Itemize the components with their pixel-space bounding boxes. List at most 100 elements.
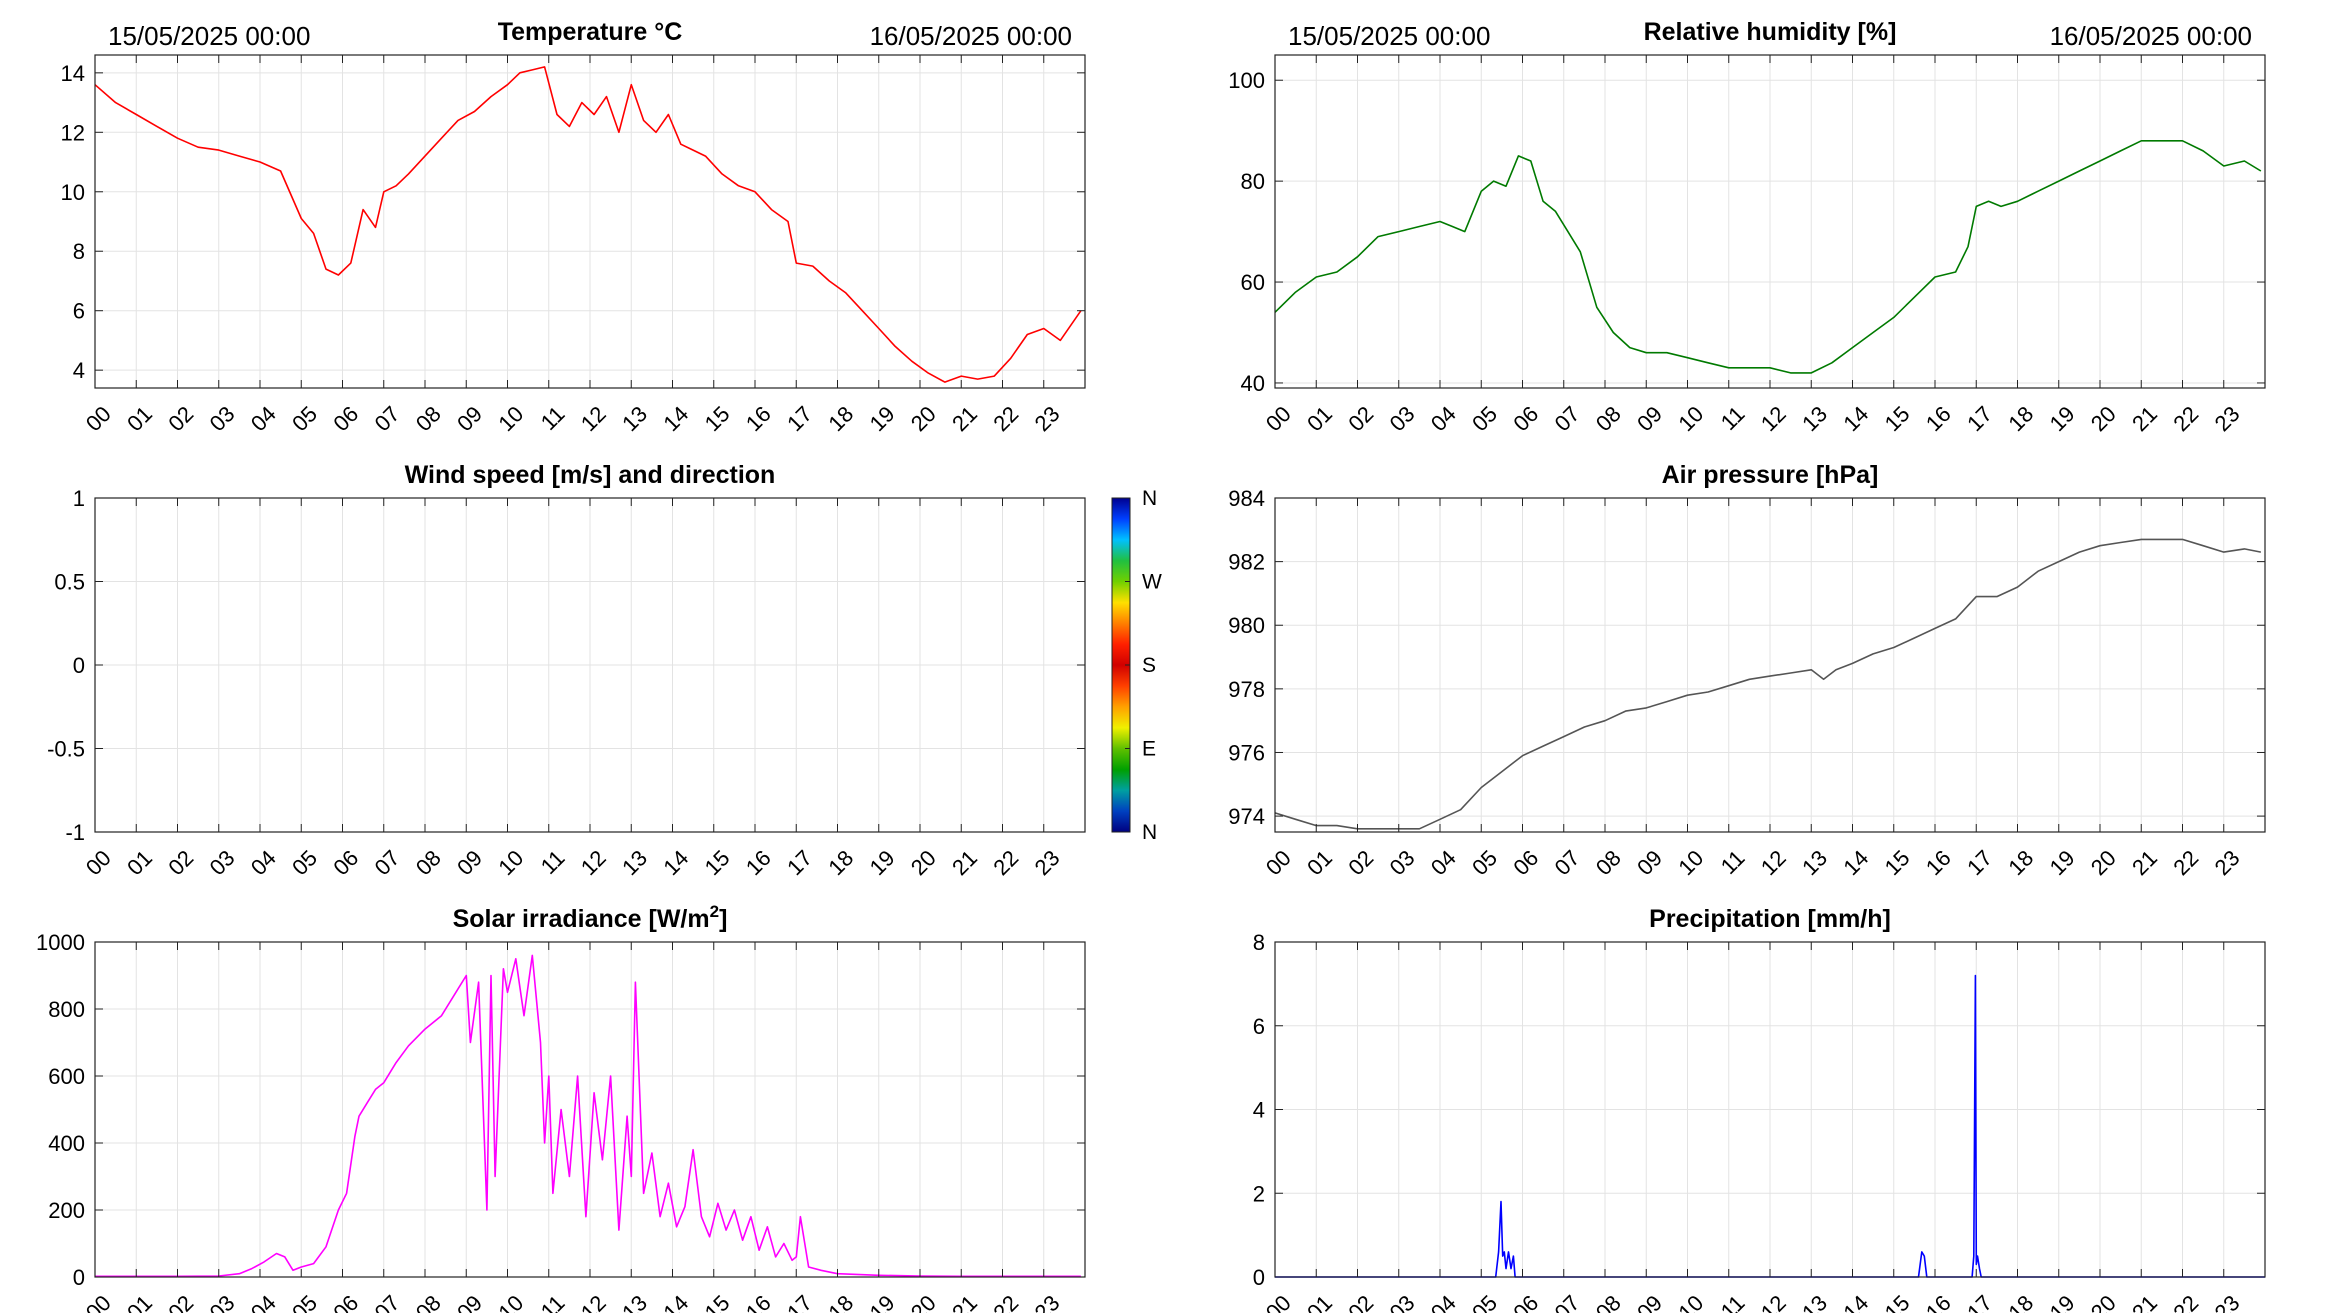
x-tick-label: 02 (163, 1290, 198, 1313)
x-tick-label: 23 (2210, 401, 2245, 436)
x-tick-label: 09 (452, 845, 487, 880)
x-tick-label: 03 (205, 845, 240, 880)
y-tick-label: 0 (1253, 1265, 1265, 1290)
x-tick-label: 13 (1797, 401, 1832, 436)
x-tick-label: 20 (906, 845, 941, 880)
title-text: Temperature °C (498, 18, 683, 46)
x-tick-label: 00 (1261, 1290, 1296, 1313)
x-tick-label: 18 (2003, 845, 2038, 880)
x-tick-label: 04 (246, 401, 281, 436)
x-tick-label: 13 (1797, 845, 1832, 880)
x-tick-label: 07 (370, 401, 405, 436)
x-tick-label: 23 (1030, 401, 1065, 436)
x-tick-label: 15 (700, 845, 735, 880)
x-tick-label: 03 (205, 401, 240, 436)
x-tick-label: 06 (328, 401, 363, 436)
temperature-title: Temperature °C (498, 18, 683, 46)
x-tick-label: 03 (205, 1290, 240, 1313)
x-tick-label: 18 (2003, 401, 2038, 436)
y-tick-label: 974 (1228, 804, 1265, 829)
solar-title: Solar irradiance [W/m2] (453, 902, 728, 933)
y-tick-label: -0.5 (47, 737, 85, 762)
x-tick-label: 22 (2168, 845, 2203, 880)
x-tick-label: 08 (411, 845, 446, 880)
temperature-points (94, 66, 1081, 383)
humidity-grid (1275, 55, 2265, 388)
x-tick-label: 14 (1838, 401, 1873, 436)
x-tick-label: 12 (576, 845, 611, 880)
temperature-grid (95, 55, 1085, 388)
solar-grid (95, 942, 1085, 1277)
y-tick-label: 982 (1228, 550, 1265, 575)
y-tick-label: 0 (73, 1265, 85, 1290)
x-tick-label: 10 (493, 1290, 528, 1313)
x-tick-label: 11 (536, 845, 570, 879)
title-text: Air pressure [hPa] (1662, 461, 1879, 489)
x-tick-label: 07 (370, 1290, 405, 1313)
x-tick-label: 08 (411, 1290, 446, 1313)
x-tick-label: 20 (906, 1290, 941, 1313)
title-text: Precipitation [mm/h] (1649, 905, 1891, 933)
y-tick-label: 100 (1228, 68, 1265, 93)
x-tick-label: 22 (2168, 401, 2203, 436)
x-tick-label: 15 (700, 401, 735, 436)
x-tick-label: 12 (1756, 401, 1791, 436)
x-tick-label: 05 (1467, 845, 1502, 880)
x-tick-label: 12 (1756, 1290, 1791, 1313)
y-tick-label: 10 (61, 180, 85, 205)
title-text: Wind speed [m/s] and direction (405, 461, 776, 489)
x-tick-label: 19 (865, 845, 900, 880)
x-tick-label: 16 (1921, 401, 1956, 436)
y-tick-label: 984 (1228, 486, 1265, 511)
precipitation-grid (1275, 942, 2265, 1277)
x-tick-label: 00 (81, 401, 116, 436)
x-tick-label: 14 (658, 845, 693, 880)
colorbar-label: N (1142, 487, 1157, 510)
x-tick-label: 05 (1467, 1290, 1502, 1313)
x-tick-label: 11 (1716, 845, 1750, 879)
y-tick-label: 200 (48, 1198, 85, 1223)
x-tick-label: 06 (1508, 1290, 1543, 1313)
humidity-title: Relative humidity [%] (1644, 18, 1897, 46)
temperature-series-line (94, 66, 1082, 383)
x-tick-label: 07 (1550, 401, 1585, 436)
x-tick-label: 21 (947, 401, 982, 436)
x-tick-label: 00 (81, 845, 116, 880)
x-tick-label: 09 (1632, 845, 1667, 880)
pressure-series-line (1274, 538, 2262, 830)
x-tick-label: 04 (246, 845, 281, 880)
x-tick-label: 10 (493, 401, 528, 436)
pressure-chart: 974 976 978 980 982 984 00 01 02 03 04 05 06 07 08 09 10… (1228, 461, 2266, 880)
y-tick-label: 14 (61, 61, 85, 86)
humidity-series-line (1274, 140, 2262, 374)
x-tick-label: 15 (1880, 845, 1915, 880)
y-tick-label: 8 (73, 239, 85, 264)
y-tick-label: 800 (48, 997, 85, 1022)
title-text: Relative humidity [%] (1644, 18, 1897, 46)
y-tick-label: 4 (1253, 1098, 1265, 1123)
x-tick-label: 00 (1261, 401, 1296, 436)
x-tick-label: 04 (1426, 845, 1461, 880)
x-tick-label: 23 (1030, 845, 1065, 880)
x-tick-label: 04 (1426, 1290, 1461, 1313)
solar-chart: 0 200 400 600 800 1000 00 01 02 03 04 05 06 07 08 09 10 1… (36, 902, 1086, 1313)
x-tick-label: 19 (865, 1290, 900, 1313)
x-tick-label: 13 (617, 1290, 652, 1313)
x-tick-label: 21 (2127, 845, 2162, 880)
x-tick-label: 14 (658, 401, 693, 436)
y-tick-label: 0.5 (54, 570, 85, 595)
y-tick-label: 1 (73, 486, 85, 511)
x-tick-label: 20 (2086, 845, 2121, 880)
x-tick-label: 00 (81, 1290, 116, 1313)
x-tick-label: 19 (2045, 845, 2080, 880)
x-tick-label: 16 (741, 401, 776, 436)
x-tick-label: 17 (1962, 1290, 1997, 1313)
x-tick-label: 18 (823, 1290, 858, 1313)
x-tick-label: 03 (1385, 845, 1420, 880)
x-tick-label: 18 (823, 845, 858, 880)
y-tick-label: 80 (1241, 169, 1265, 194)
x-tick-label: 12 (576, 401, 611, 436)
x-tick-label: 22 (988, 1290, 1023, 1313)
x-tick-label: 07 (370, 845, 405, 880)
